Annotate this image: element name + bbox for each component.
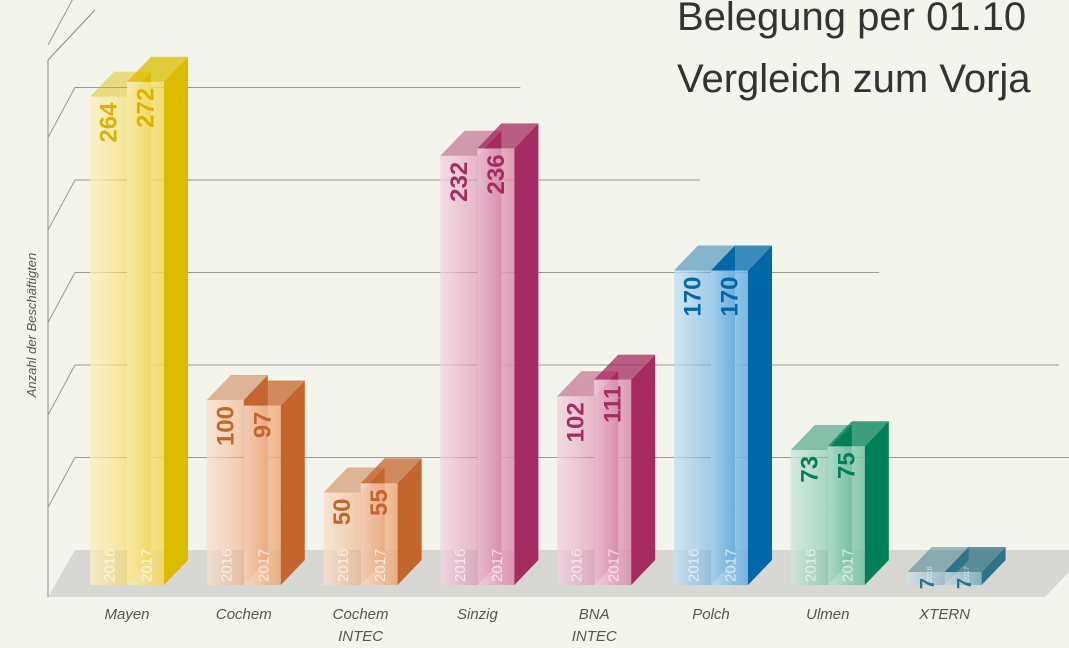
x-tick-label: Sinzig [456,606,498,623]
bar-top [790,424,852,450]
bar-top [827,421,889,447]
bar-shine [711,270,748,585]
series-label: 2016 [686,549,703,582]
axis-tick [47,364,76,416]
series-label: 2017 [372,549,389,582]
bar-side [981,547,1006,585]
series-label: 2016 [218,549,235,582]
data-label: 7 [954,578,976,589]
bar-side [164,56,188,586]
bar-side [631,354,656,585]
bar-side [864,421,889,585]
bar-side [748,245,772,585]
data-label: 264 [96,102,123,143]
x-tick-label: Ulmen [806,606,850,623]
data-label: 55 [366,489,393,516]
chart-title: Belegung per 01.10 [677,0,1026,39]
bar-shine [594,379,632,585]
x-tick-label: Polch [692,606,730,623]
axis-tick [47,457,76,508]
data-label: 50 [329,499,356,526]
series-label: 2017 [255,549,272,582]
bar-top [206,375,268,400]
data-label: 272 [133,88,160,128]
bar-side [280,380,305,585]
bar-shine [790,449,828,585]
y-axis-label: Anzahl der Beschäftigten [24,253,39,399]
bar-shine [127,81,164,586]
bar-shine [827,446,865,585]
bar-shine [323,492,361,585]
data-label: 7 [917,578,939,589]
data-label: 97 [249,412,276,439]
bar-shine [440,155,478,586]
axis-tick [47,272,76,323]
bar-shine [90,96,127,585]
bar-shine [674,270,711,585]
bar-top [711,245,772,271]
data-label: 75 [833,452,860,479]
bar-shine [907,572,945,585]
data-label: 102 [563,402,590,442]
data-label: 170 [717,277,744,317]
bar-top [944,547,1006,573]
series-label: 2017 [139,549,156,582]
series-label: 2016 [927,566,934,582]
x-tick-label: BNA INTEC [571,606,617,645]
bar-shine [243,405,281,585]
bar-shine [360,483,398,585]
bar-top [440,130,502,156]
series-label: 2016 [802,549,819,582]
data-label: 111 [600,386,627,423]
axis-tick [47,0,73,46]
bar-side [397,458,422,585]
bar-top [360,458,422,484]
axis-tick [47,179,76,231]
axis-tick [47,87,76,138]
x-tick-label: Mayen [104,606,150,623]
bar-shine [944,572,982,585]
bar-top [323,467,385,493]
series-label: 2017 [489,549,506,582]
bar-top [127,56,188,82]
bar-top [674,245,735,271]
data-label: 232 [446,162,473,202]
data-label: 236 [483,154,510,194]
series-label: 2017 [723,549,740,582]
x-tick-label: XTERN [919,606,971,623]
data-label: 170 [680,277,707,317]
series-label: 2017 [964,566,971,582]
x-tick-label: Cochem INTEC [332,606,389,645]
series-label: 2016 [102,549,119,582]
bar-shine [477,148,515,585]
bar-side [514,123,539,586]
series-label: 2016 [569,549,586,582]
bar-top [243,380,305,406]
bars: 264 2016 272 2017 100 2016 97 2017 50 2016 55 2017 2… [90,56,1006,589]
bar-top [907,547,969,573]
series-label: 2017 [839,549,856,582]
series-label: 2016 [452,549,469,582]
bar-shine [557,396,595,585]
bar-top [477,123,539,149]
data-label: 100 [212,406,239,446]
axis-edge [47,9,96,61]
bar-shine [206,400,244,585]
x-tick-label: Cochem [215,606,272,623]
chart-subtitle: Vergleich zum Vorja [677,57,1031,101]
bar-top [594,354,656,380]
series-label: 2017 [606,549,623,582]
series-label: 2016 [335,549,352,582]
data-label: 73 [796,456,823,483]
